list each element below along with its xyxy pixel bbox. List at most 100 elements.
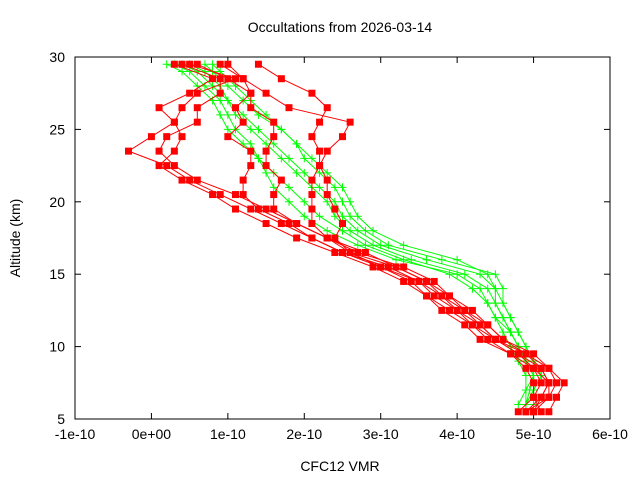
green-point — [369, 226, 378, 235]
red-point — [514, 408, 522, 416]
red-point — [507, 350, 515, 358]
red-point — [163, 162, 171, 170]
green-point — [307, 154, 316, 163]
red-point — [247, 162, 255, 170]
red-point — [262, 147, 270, 155]
green-point — [231, 110, 240, 119]
red-point — [545, 364, 553, 372]
green-point — [246, 125, 255, 134]
plot-area — [125, 60, 568, 416]
green-point — [269, 139, 278, 148]
red-point — [522, 408, 530, 416]
red-point — [323, 234, 331, 242]
green-point — [223, 81, 232, 90]
green-point — [353, 226, 362, 235]
red-point — [170, 147, 178, 155]
red-point — [277, 220, 285, 228]
red-point — [308, 133, 316, 141]
green-point — [223, 96, 232, 105]
green-point — [262, 168, 271, 177]
red-point — [262, 205, 270, 213]
green-profile-4 — [170, 60, 538, 409]
red-point — [285, 104, 293, 112]
green-point — [506, 313, 515, 322]
red-point — [285, 220, 293, 228]
green-point — [216, 110, 225, 119]
red-point — [346, 248, 354, 256]
red-point — [323, 176, 331, 184]
green-point — [491, 270, 500, 279]
green-point — [491, 284, 500, 293]
x-tick-label: 2e-10 — [286, 426, 322, 442]
green-point — [346, 212, 355, 221]
green-point — [521, 342, 530, 351]
green-point — [323, 226, 332, 235]
red-point — [384, 263, 392, 271]
red-series-line — [158, 63, 535, 413]
red-point — [216, 75, 224, 83]
green-point — [338, 226, 347, 235]
green-point — [292, 139, 301, 148]
green-point — [521, 371, 530, 380]
red-point — [239, 176, 247, 184]
red-point — [392, 263, 400, 271]
green-point — [422, 255, 431, 264]
red-point — [537, 393, 545, 401]
red-point — [476, 321, 484, 329]
red-point — [553, 379, 560, 387]
red-profile-3 — [193, 60, 553, 416]
green-point — [315, 168, 324, 177]
red-point — [553, 393, 560, 401]
green-point — [208, 60, 217, 69]
red-point — [277, 176, 285, 184]
red-point — [468, 306, 476, 314]
x-tick-label: 5e-10 — [516, 426, 552, 442]
red-point — [232, 205, 239, 213]
red-point — [323, 147, 331, 155]
green-point — [376, 241, 385, 250]
green-point — [269, 183, 278, 192]
green-point — [453, 255, 462, 264]
green-point — [506, 328, 515, 337]
red-point — [308, 220, 316, 228]
red-point — [178, 60, 186, 68]
red-point — [125, 147, 132, 155]
red-point — [346, 118, 354, 126]
green-point — [315, 212, 324, 221]
red-point — [247, 89, 255, 97]
green-point — [353, 212, 362, 221]
green-point — [292, 168, 301, 177]
red-point — [339, 133, 346, 141]
green-point — [453, 270, 462, 279]
red-point — [216, 191, 224, 199]
green-point — [353, 241, 362, 250]
green-point — [437, 255, 446, 264]
red-point — [423, 277, 431, 285]
red-point — [262, 162, 270, 170]
red-point — [209, 191, 217, 199]
green-point — [338, 197, 347, 206]
y-tick-label: 30 — [49, 49, 65, 65]
red-point — [530, 408, 538, 416]
green-point — [514, 400, 523, 409]
red-point — [339, 248, 346, 256]
red-point — [453, 306, 461, 314]
red-point — [446, 306, 453, 314]
red-point — [545, 379, 553, 387]
red-point — [415, 277, 423, 285]
y-tick-label: 15 — [49, 266, 65, 282]
red-point — [224, 133, 232, 141]
green-point — [346, 197, 355, 206]
red-point — [254, 60, 262, 68]
green-point — [346, 226, 355, 235]
red-point — [155, 147, 163, 155]
green-profile-2 — [162, 60, 530, 409]
green-point — [499, 328, 507, 337]
green-point — [399, 241, 408, 250]
red-point — [423, 292, 431, 300]
green-point — [529, 371, 538, 380]
green-point — [483, 284, 492, 293]
red-point — [193, 118, 201, 126]
red-point — [193, 60, 201, 68]
red-point — [193, 89, 201, 97]
